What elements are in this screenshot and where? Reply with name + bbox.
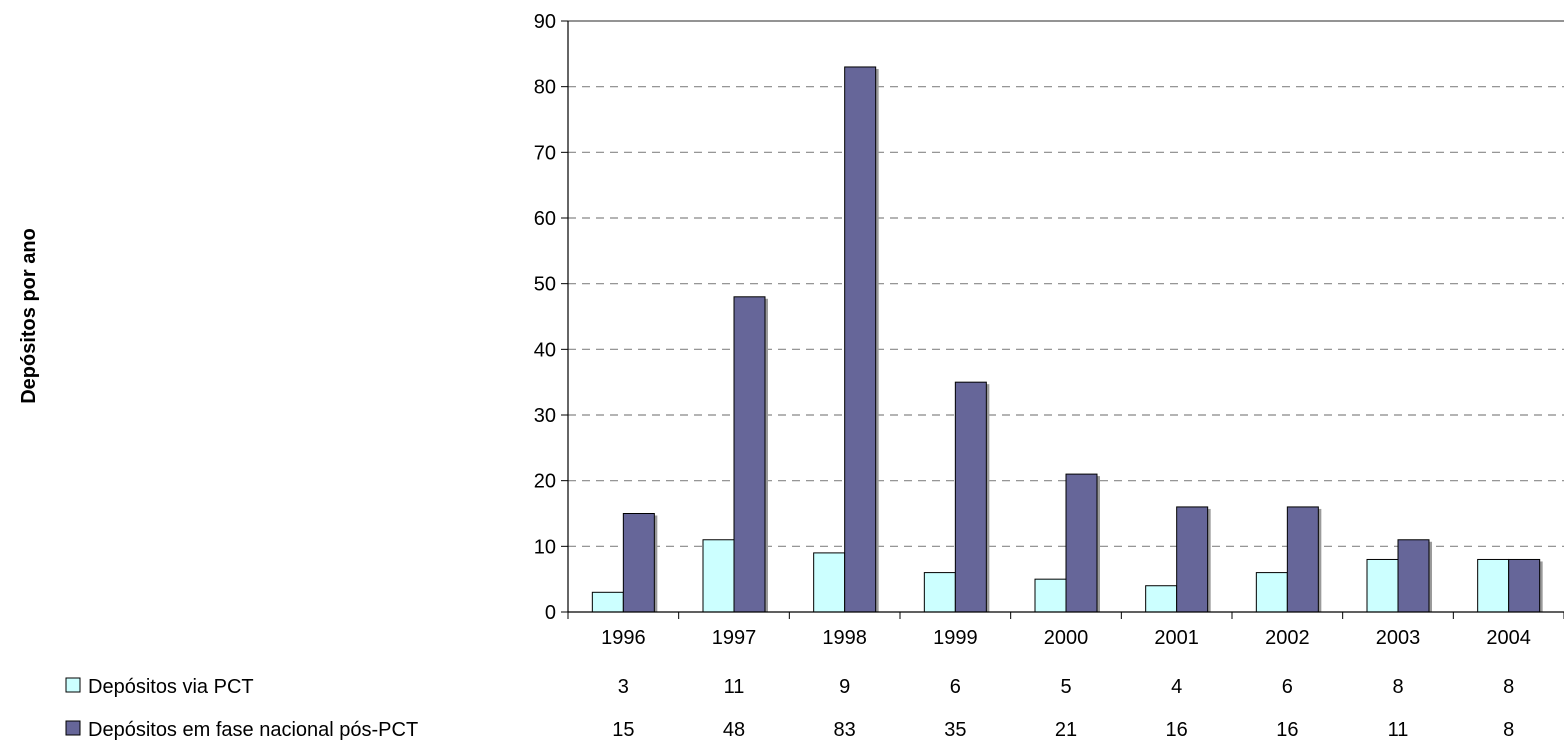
category-labels: 1996 1997 1998 1999 2000 2001 2002 2003 2004 — [601, 627, 1531, 649]
table-value-pct: 4 — [1171, 676, 1182, 698]
legend-label-fase-nacional: Depósitos em fase nacional pós-PCT — [88, 719, 418, 741]
x-category-label: 2000 — [1044, 627, 1089, 649]
table-value-pct: 3 — [618, 676, 629, 698]
x-category-label: 1996 — [601, 627, 646, 649]
bar-pct-1998 — [813, 552, 846, 613]
y-tick-label: 80 — [534, 77, 556, 99]
y-tick-label: 20 — [534, 471, 556, 493]
x-category-label: 1999 — [933, 627, 978, 649]
x-category-label: 1997 — [712, 627, 757, 649]
table-value-fase-nacional: 83 — [834, 719, 856, 741]
table-value-fase-nacional: 16 — [1276, 719, 1298, 741]
bar-pct-2004 — [1477, 558, 1510, 613]
x-category-label: 2002 — [1265, 627, 1310, 649]
y-tick-labels: 0 10 20 30 40 50 60 70 80 90 — [534, 11, 556, 624]
bar-pct-2002 — [1255, 572, 1288, 613]
bar-pct-2003 — [1366, 558, 1399, 613]
table-value-pct: 8 — [1503, 676, 1514, 698]
bar-pct-2000 — [1034, 578, 1067, 613]
y-tick-label: 30 — [534, 405, 556, 427]
table-value-fase-nacional: 15 — [612, 719, 634, 741]
y-tick-label: 40 — [534, 339, 556, 361]
bar-fase-nacional-1998 — [844, 66, 877, 613]
x-category-label: 1998 — [822, 627, 867, 649]
table-value-pct: 11 — [724, 676, 745, 698]
gridlines — [568, 20, 1564, 547]
legend-key-fase-nacional — [65, 720, 81, 736]
bar-fase-nacional-1997 — [733, 296, 766, 613]
y-tick-label: 60 — [534, 208, 556, 230]
table-value-pct: 8 — [1392, 676, 1403, 698]
legend-key-pct — [65, 677, 81, 693]
data-table: 3 15 11 48 9 83 6 35 5 21 4 16 6 16 8 11 8 8 Depósitos via… — [65, 676, 1514, 741]
table-value-fase-nacional: 16 — [1166, 719, 1188, 741]
bars — [591, 66, 1543, 613]
table-value-pct: 5 — [1060, 676, 1071, 698]
axes — [561, 20, 1564, 619]
table-value-pct: 6 — [950, 676, 961, 698]
y-axis-title: Depósitos por ano — [18, 228, 40, 404]
bar-fase-nacional-2004 — [1508, 558, 1541, 613]
x-category-label: 2003 — [1376, 627, 1421, 649]
table-value-fase-nacional: 11 — [1388, 719, 1409, 741]
y-tick-label: 50 — [534, 274, 556, 296]
x-category-label: 2004 — [1486, 627, 1531, 649]
bar-pct-1997 — [702, 539, 735, 613]
y-tick-label: 90 — [534, 11, 556, 33]
bar-fase-nacional-1999 — [954, 381, 987, 613]
x-category-label: 2001 — [1154, 627, 1199, 649]
bar-pct-1999 — [923, 572, 956, 613]
legend-label-pct: Depósitos via PCT — [88, 676, 254, 698]
y-tick-label: 10 — [534, 536, 556, 558]
y-tick-label: 70 — [534, 142, 556, 164]
table-value-pct: 9 — [839, 676, 850, 698]
y-tick-label: 0 — [545, 602, 556, 624]
table-value-pct: 6 — [1282, 676, 1293, 698]
bar-pct-2001 — [1145, 585, 1178, 613]
table-value-fase-nacional: 48 — [723, 719, 745, 741]
table-value-fase-nacional: 35 — [944, 719, 966, 741]
bar-fase-nacional-2003 — [1397, 539, 1430, 613]
bar-pct-1996 — [591, 591, 624, 613]
bar-fase-nacional-2000 — [1065, 473, 1098, 613]
table-value-fase-nacional: 8 — [1503, 719, 1514, 741]
bar-fase-nacional-2001 — [1176, 506, 1209, 613]
table-value-fase-nacional: 21 — [1055, 719, 1077, 741]
bar-fase-nacional-1996 — [622, 513, 655, 613]
bar-fase-nacional-2002 — [1286, 506, 1319, 613]
